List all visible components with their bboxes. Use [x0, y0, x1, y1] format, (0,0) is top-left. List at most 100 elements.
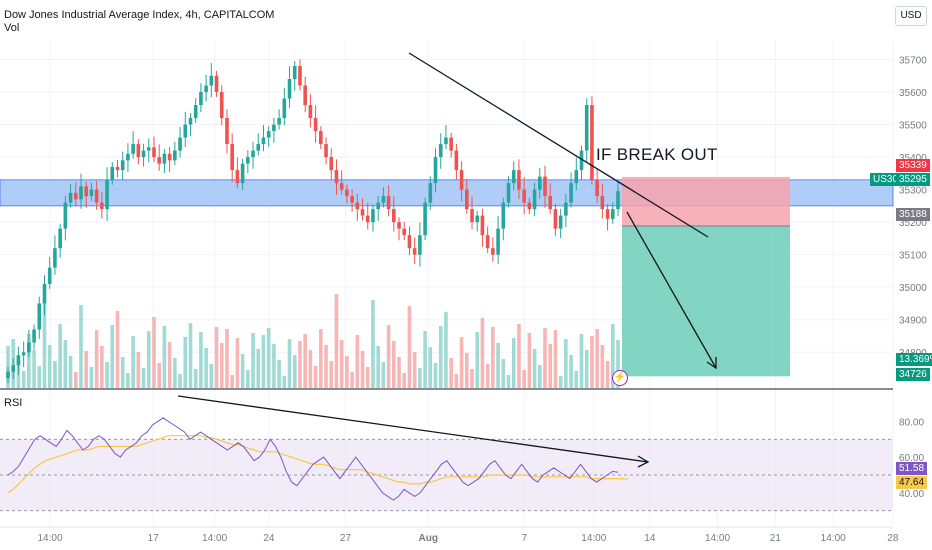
candle-body: [272, 124, 276, 132]
volume-bar: [84, 351, 89, 388]
volume-bar: [548, 344, 553, 388]
short-position-tool[interactable]: [622, 176, 790, 377]
volume-bar: [558, 376, 563, 388]
candles: [6, 59, 620, 384]
candle-body: [199, 92, 203, 106]
candle-body: [282, 98, 287, 119]
candle-body: [537, 176, 542, 190]
currency-button[interactable]: USD: [895, 6, 927, 26]
volume-bar: [219, 343, 224, 388]
volume-bar: [584, 350, 589, 388]
volume-bar: [27, 334, 31, 388]
candle-body: [423, 202, 427, 236]
candle-body: [475, 215, 480, 223]
volume-bar: [412, 352, 417, 388]
volume-bar: [240, 354, 245, 388]
volume-bar: [105, 362, 109, 388]
rsi-value-tag: 51.58: [896, 462, 928, 475]
volume-bar: [365, 367, 370, 388]
candle-body: [63, 202, 68, 229]
candle-body: [397, 222, 401, 229]
candle-body: [491, 248, 495, 255]
candle-body: [298, 66, 302, 86]
volume-bar: [428, 347, 433, 388]
candle-body: [345, 189, 349, 197]
volume-bar: [610, 324, 615, 388]
candle-body: [68, 192, 73, 203]
candle-body: [73, 192, 78, 200]
volume-bar: [407, 306, 412, 388]
candle-body: [574, 170, 579, 184]
price-tick-label: 35400: [899, 153, 927, 164]
volume-bar: [266, 328, 271, 388]
annotation-text[interactable]: IF BREAK OUT: [596, 145, 718, 164]
target-price-tag: 34726: [896, 368, 930, 381]
candle-body: [449, 137, 453, 151]
candle-body: [126, 153, 130, 161]
candle-body: [339, 183, 344, 190]
volume-bar: [287, 339, 292, 388]
candle-body: [454, 150, 459, 171]
entry-price-tag: 35188: [896, 208, 930, 221]
candle-body: [209, 75, 214, 86]
volume-bar: [616, 340, 620, 388]
candle-body: [371, 209, 375, 223]
lightning-bolt-icon[interactable]: ⚡: [612, 370, 628, 386]
volume-bar: [517, 324, 521, 388]
volume-bar: [141, 368, 146, 388]
candle-body: [527, 202, 532, 210]
candle-body: [261, 137, 266, 145]
volume-bar: [152, 317, 156, 388]
volume-bar: [292, 355, 297, 388]
candle-body: [605, 209, 610, 219]
volume-bar: [146, 331, 151, 388]
candle-body: [610, 209, 615, 219]
volume-bar: [204, 348, 208, 388]
rsi-pane: [0, 395, 893, 512]
volume-bar: [381, 362, 386, 388]
volume-bar: [433, 363, 438, 388]
candle-body: [590, 105, 594, 180]
candle-body: [162, 153, 167, 164]
projection-arrow-shaft: [626, 211, 717, 369]
candle-body: [110, 166, 115, 180]
price-tick-label: 35100: [899, 251, 927, 262]
symbol-tag: US30: [870, 173, 902, 186]
volume-bar: [491, 327, 495, 388]
candle-body: [94, 189, 99, 203]
axes: 35700 35600 35500 35400 35300 35200 35100 35000…: [0, 56, 927, 544]
price-trendline: [408, 52, 709, 238]
candle-body: [402, 228, 407, 236]
candle-body: [256, 144, 261, 151]
volume-bar: [590, 336, 594, 388]
candle-body: [266, 131, 271, 138]
volume-bar: [480, 318, 485, 388]
candle-body: [532, 189, 537, 210]
trendlines[interactable]: [408, 52, 717, 370]
candle-body: [47, 267, 52, 284]
volume-bar: [485, 364, 490, 388]
volume-bar: [178, 374, 182, 388]
candle-body: [157, 157, 161, 164]
candle-body: [214, 75, 219, 93]
candle-body: [506, 183, 511, 203]
candle-body: [204, 85, 208, 93]
volume-bar: [350, 372, 354, 388]
volume-bar: [230, 375, 234, 388]
volume-bar: [188, 323, 193, 388]
volume-bar: [438, 326, 443, 388]
candle-body: [146, 147, 151, 151]
candle-body: [459, 170, 464, 190]
volume-bar: [68, 356, 73, 388]
volume-bar: [506, 375, 511, 388]
time-tick-label: 14:00: [705, 533, 730, 544]
candle-body: [616, 191, 620, 210]
volume-bar: [527, 333, 532, 388]
candle-body: [465, 189, 469, 210]
volume-bar: [537, 365, 542, 388]
volume-bar: [120, 357, 125, 388]
volume-bar: [37, 366, 42, 388]
volume-bars: [6, 294, 620, 388]
candle-body: [548, 196, 553, 210]
